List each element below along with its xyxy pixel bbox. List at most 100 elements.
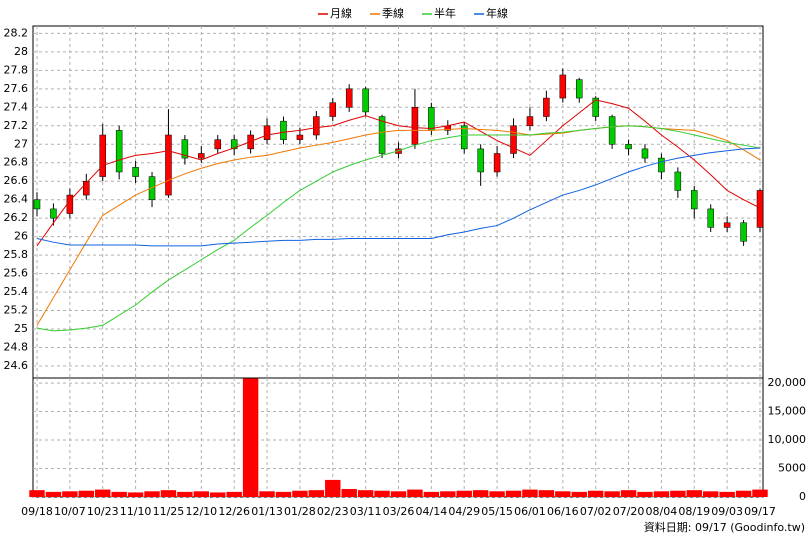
volume-bar: [653, 491, 670, 497]
volume-bar: [374, 490, 390, 497]
y-tick-label: 24.8: [4, 341, 29, 354]
candle-body: [526, 116, 534, 127]
volume-bar: [357, 490, 374, 497]
volume-bar: [637, 491, 653, 497]
volume-bar: [341, 489, 357, 497]
x-tick-label: 07/02: [580, 505, 612, 518]
candle-body: [691, 190, 698, 210]
y-tick-label: 26.2: [4, 211, 29, 224]
volume-bar: [472, 490, 489, 497]
volume-bar: [752, 489, 768, 497]
volume-bar: [670, 490, 686, 497]
volume-bar: [587, 490, 604, 497]
y-tick-label: 26.6: [4, 174, 29, 187]
candle-body: [132, 167, 139, 177]
x-tick-label: 07/20: [613, 505, 645, 518]
candle-body: [559, 74, 567, 99]
volume-bar: [95, 489, 111, 497]
x-tick-label: 02/23: [317, 505, 349, 518]
volume-bar: [111, 491, 127, 497]
candle-body: [658, 157, 665, 173]
volume-bar: [160, 490, 177, 497]
y-tick-label: 24.6: [4, 359, 29, 372]
y2-tick-label: 0: [799, 490, 806, 503]
y-tick-label: 28.2: [4, 26, 29, 39]
volume-bar: [292, 490, 308, 497]
candle-body: [329, 102, 337, 117]
x-tick-label: 12/26: [218, 505, 250, 518]
y-tick-label: 27.8: [4, 63, 29, 76]
candle-body: [674, 171, 682, 191]
volume-bar: [423, 491, 440, 497]
x-tick-label: 10/23: [87, 505, 119, 518]
candle-body: [493, 153, 501, 173]
ma-line: [36, 147, 761, 247]
x-tick-label: 04/29: [448, 505, 480, 518]
volume-bar: [522, 489, 538, 497]
volume-bar: [45, 491, 62, 497]
volume-bar: [390, 491, 407, 497]
candle-body: [641, 148, 649, 159]
volume-bar: [538, 490, 555, 497]
x-tick-label: 08/19: [678, 505, 710, 518]
volume-bar: [686, 490, 702, 497]
candle-body: [378, 116, 386, 154]
candle-body: [345, 88, 353, 108]
volume-bar: [555, 491, 571, 497]
candle-body: [50, 208, 57, 219]
volume-bar: [308, 490, 325, 497]
candle-body: [99, 134, 106, 177]
x-tick-label: 11/25: [153, 505, 185, 518]
legend-label: 月線: [330, 6, 352, 20]
x-tick-label: 08/04: [646, 505, 678, 518]
candle-body: [230, 139, 238, 150]
y2-tick-label: 20,000: [768, 376, 807, 389]
footer: 資料日期: 09/17 (Goodinfo.tw): [644, 520, 805, 534]
x-tick-label: 09/03: [711, 505, 743, 518]
y-tick-label: 25: [14, 322, 28, 335]
y-tick-label: 27: [14, 137, 28, 150]
x-tick-label: 05/15: [481, 505, 513, 518]
y-tick-label: 27.2: [4, 119, 29, 132]
candle-body: [214, 139, 221, 150]
volume-bar: [275, 491, 292, 497]
candle-body: [263, 125, 271, 140]
y-tick-label: 26: [14, 230, 28, 243]
candle-body: [625, 144, 632, 150]
candle-body: [428, 107, 435, 131]
x-tick-label: 10/07: [54, 505, 86, 518]
x-tick-label: 12/10: [185, 505, 217, 518]
candle-body: [33, 199, 41, 210]
volume-bar: [325, 479, 341, 497]
x-tick-label: 06/01: [514, 505, 546, 518]
y-tick-label: 26.4: [4, 193, 29, 206]
candle-body: [756, 190, 764, 228]
x-tick-label: 11/10: [120, 505, 152, 518]
volume-panel: [32, 377, 764, 498]
volume-bar: [259, 491, 275, 497]
candle-body: [740, 222, 747, 242]
volume-bar: [127, 492, 144, 497]
candle-body: [313, 116, 320, 136]
y-tick-label: 25.8: [4, 248, 29, 261]
candle-body: [477, 148, 484, 173]
volume-bar: [489, 491, 505, 497]
candle-body: [707, 208, 714, 228]
candle-body: [198, 153, 205, 159]
volume-bar: [62, 491, 78, 497]
candle-body: [510, 125, 517, 154]
candle-body: [576, 79, 583, 99]
y-tick-label: 25.6: [4, 267, 29, 280]
candle-body: [543, 97, 550, 117]
legend-label: 年線: [486, 6, 508, 20]
volume-bar: [242, 378, 259, 497]
volume-bar: [620, 490, 637, 497]
y-tick-label: 27.6: [4, 82, 29, 95]
candle-body: [460, 125, 468, 150]
x-tick-label: 04/14: [416, 505, 448, 518]
volume-bar: [702, 491, 719, 497]
candle-body: [115, 130, 123, 173]
candle-body: [592, 97, 599, 117]
x-tick-label: 01/13: [251, 505, 283, 518]
x-tick-label: 03/26: [383, 505, 415, 518]
